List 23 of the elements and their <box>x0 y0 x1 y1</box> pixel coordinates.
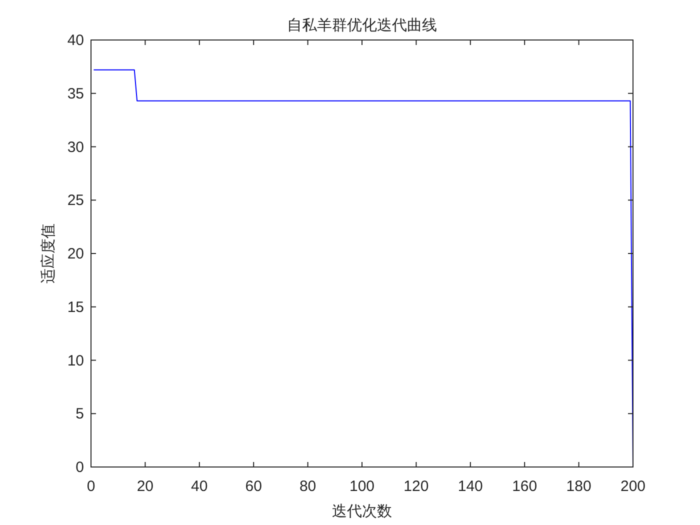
x-tick-label: 80 <box>299 478 316 495</box>
y-tick-label: 5 <box>76 406 84 423</box>
y-tick-label: 35 <box>67 85 84 102</box>
x-axis-title: 迭代次数 <box>332 503 392 520</box>
y-tick-label: 0 <box>76 459 84 476</box>
x-tick-label: 0 <box>86 478 96 495</box>
y-tick-label: 25 <box>67 192 84 210</box>
y-tick-label: 40 <box>67 32 84 49</box>
x-tick-label: 200 <box>620 478 646 495</box>
x-tick-label: 20 <box>136 478 154 495</box>
y-tick-label: 30 <box>67 138 84 156</box>
y-tick-label: 20 <box>67 246 84 262</box>
x-tick-label: 60 <box>245 478 262 495</box>
x-tick-label: 140 <box>458 478 483 495</box>
y-axis-title: 适应度值 <box>40 224 57 284</box>
x-tick-label: 120 <box>404 478 429 495</box>
y-tick-label: 15 <box>67 298 84 316</box>
x-tick-label: 160 <box>512 478 538 495</box>
x-tick-label: 100 <box>349 478 375 495</box>
y-tick-label: 10 <box>67 352 84 370</box>
chart-title: 自私羊群优化迭代曲线 <box>287 17 437 34</box>
x-tick-label: 180 <box>566 478 592 495</box>
x-tick-label: 40 <box>191 478 208 495</box>
